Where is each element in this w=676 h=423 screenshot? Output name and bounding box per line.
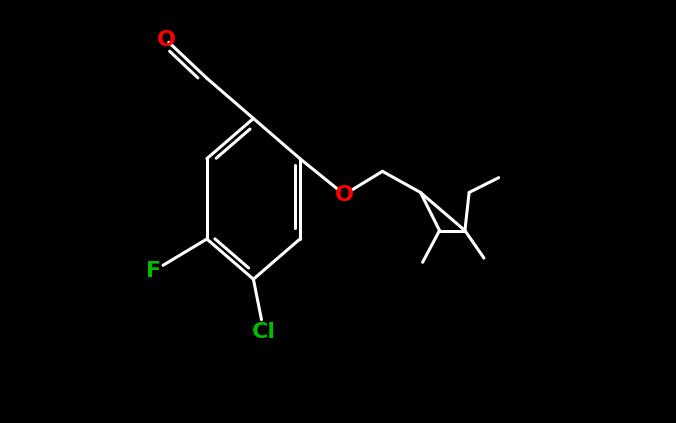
- Text: O: O: [158, 30, 176, 50]
- Text: O: O: [335, 184, 354, 205]
- Text: Cl: Cl: [252, 322, 276, 342]
- Text: F: F: [147, 261, 162, 281]
